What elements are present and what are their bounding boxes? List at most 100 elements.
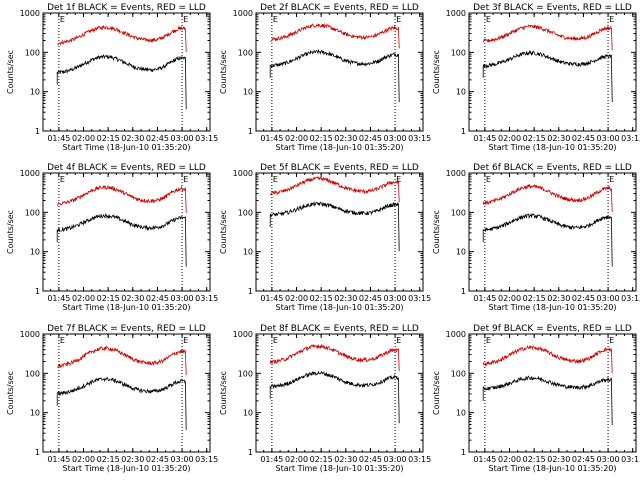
series-events-line [269, 48, 400, 103]
interval-marker-label: E [60, 336, 65, 345]
x-tick-label: 02:00 [498, 455, 521, 464]
x-tick-label: 02:45 [572, 134, 595, 143]
x-tick-label: 02:30 [121, 134, 144, 143]
y-tick-label: 1 [461, 127, 466, 136]
series-lld-line [269, 343, 400, 372]
y-axis-label: Counts/sec [219, 371, 228, 415]
x-tick-label: 03:00 [171, 134, 194, 143]
y-tick-label: 1 [248, 448, 253, 457]
plot-frame [42, 12, 211, 132]
series-lld-line [482, 345, 613, 374]
interval-marker-label: E [609, 15, 614, 24]
panel-det-4: Det 4f BLACK = Events, RED = LLD 1 10 100 10… [6, 163, 218, 312]
y-tick-label: 1 [461, 287, 466, 296]
x-tick-label: 02:45 [359, 294, 382, 303]
interval-marker-label: E [273, 175, 278, 184]
series-events-line [269, 200, 400, 252]
y-tick-label: 100 [238, 208, 253, 217]
x-tick-label: 01:45 [260, 134, 283, 143]
x-tick-label: 01:45 [260, 455, 283, 464]
x-tick-label: 01:45 [47, 455, 70, 464]
x-tick-label: 03:00 [597, 455, 620, 464]
y-axis-label: Counts/sec [432, 210, 441, 254]
panel-title: Det 1f BLACK = Events, RED = LLD [47, 3, 206, 13]
panel-det-2: Det 2f BLACK = Events, RED = LLD 1 10 100 10… [219, 3, 431, 152]
x-tick-label: 02:15 [523, 134, 546, 143]
y-tick-label: 1000 [20, 330, 40, 339]
interval-marker-label: E [609, 175, 614, 184]
x-tick-label: 03:00 [384, 134, 407, 143]
y-axis-label: Counts/sec [219, 50, 228, 94]
y-tick-label: 1 [35, 127, 40, 136]
x-tick-label: 03:15 [195, 294, 218, 303]
x-tick-label: 02:00 [72, 294, 95, 303]
plot-frame [42, 333, 211, 453]
series-events-line [56, 376, 187, 431]
x-axis-label: Start Time (18-Jun-10 01:35:20) [276, 464, 404, 473]
panel-det-6: Det 6f BLACK = Events, RED = LLD 1 10 100 10… [432, 163, 640, 312]
interval-marker-label: E [396, 15, 401, 24]
x-tick-label: 02:30 [547, 455, 570, 464]
y-tick-label: 100 [238, 48, 253, 57]
x-tick-label: 01:45 [473, 134, 496, 143]
x-axis-label: Start Time (18-Jun-10 01:35:20) [63, 464, 191, 473]
y-tick-label: 1000 [446, 169, 466, 178]
x-tick-label: 01:45 [47, 134, 70, 143]
x-tick-label: 01:45 [473, 294, 496, 303]
x-tick-label: 02:45 [146, 455, 169, 464]
plot-frame [468, 333, 637, 453]
x-tick-label: 03:00 [597, 294, 620, 303]
x-tick-label: 02:30 [334, 294, 357, 303]
panel-det-9: Det 9f BLACK = Events, RED = LLD 1 10 100 10… [432, 324, 640, 473]
x-tick-label: 02:30 [334, 134, 357, 143]
y-tick-label: 1 [35, 287, 40, 296]
plot-frame [468, 12, 637, 132]
interval-marker-label: E [486, 175, 491, 184]
x-tick-label: 03:15 [195, 134, 218, 143]
x-tick-label: 03:00 [171, 455, 194, 464]
x-tick-label: 02:15 [97, 294, 120, 303]
series-lld-line [57, 345, 187, 376]
x-tick-label: 03:15 [408, 134, 431, 143]
x-tick-label: 02:45 [359, 455, 382, 464]
y-axis-label: Counts/sec [6, 210, 15, 254]
x-tick-label: 01:45 [473, 455, 496, 464]
x-tick-label: 02:15 [523, 294, 546, 303]
interval-marker-label: E [396, 336, 401, 345]
y-tick-label: 10 [456, 409, 466, 418]
y-tick-label: 10 [456, 248, 466, 257]
plot-frame [42, 172, 211, 292]
x-axis-label: Start Time (18-Jun-10 01:35:20) [489, 143, 617, 152]
x-axis-label: Start Time (18-Jun-10 01:35:20) [276, 143, 404, 152]
x-axis-label: Start Time (18-Jun-10 01:35:20) [63, 303, 191, 312]
y-tick-label: 1000 [233, 330, 253, 339]
plot-frame [255, 12, 424, 132]
x-tick-label: 03:00 [597, 134, 620, 143]
series-lld-line [482, 24, 613, 51]
series-events-line [482, 49, 613, 103]
x-tick-label: 02:15 [310, 134, 333, 143]
y-tick-label: 100 [25, 48, 40, 57]
series-lld-line [482, 183, 613, 213]
series-lld-line [269, 175, 400, 203]
interval-marker-label: E [486, 336, 491, 345]
y-tick-label: 100 [451, 369, 466, 378]
interval-marker-label: E [60, 15, 65, 24]
x-tick-label: 02:30 [547, 294, 570, 303]
panel-title: Det 2f BLACK = Events, RED = LLD [260, 3, 419, 13]
y-tick-label: 1 [248, 127, 253, 136]
y-tick-label: 1000 [233, 9, 253, 18]
panel-det-7: Det 7f BLACK = Events, RED = LLD 1 10 100 10… [6, 324, 218, 473]
x-tick-label: 02:45 [146, 294, 169, 303]
interval-marker-label: E [396, 175, 401, 184]
x-tick-label: 02:15 [97, 455, 120, 464]
y-tick-label: 1000 [446, 9, 466, 18]
y-axis-label: Counts/sec [6, 50, 15, 94]
y-tick-label: 10 [456, 88, 466, 97]
plot-frame [255, 172, 424, 292]
series-events-line [56, 213, 187, 267]
panel-det-8: Det 8f BLACK = Events, RED = LLD 1 10 100 10… [219, 324, 431, 473]
panel-title: Det 9f BLACK = Events, RED = LLD [473, 324, 632, 334]
x-tick-label: 02:00 [498, 294, 521, 303]
